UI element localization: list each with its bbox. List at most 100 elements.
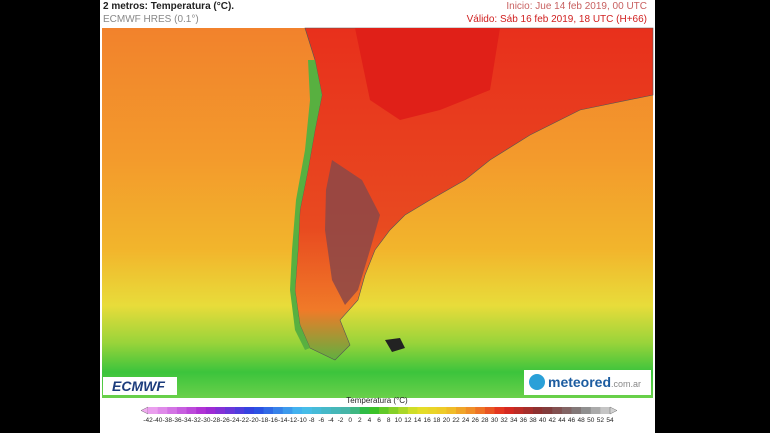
colorbar-swatch [388,407,399,414]
colorbar-swatch [292,407,303,414]
colorbar-swatch [398,407,409,414]
colorbar-swatch [456,407,466,414]
colorbar-tick-label: -16 [268,417,278,424]
colorbar-tick-label: -30 [201,417,211,424]
colorbar-tick-label: 14 [414,417,422,424]
colorbar-swatch [196,407,207,414]
colorbar-tick-label: 18 [433,417,441,424]
colorbar-tick-label: 40 [539,417,547,424]
colorbar-swatch [273,407,284,414]
meteored-suffix: .com.ar [611,379,641,389]
colorbar-swatch [561,407,572,414]
meteored-logo: meteored.com.ar [548,374,641,390]
colorbar-swatch [427,407,438,414]
colorbar-tick-label: -10 [297,417,307,424]
colorbar-swatch [157,407,168,414]
colorbar-swatch [581,407,592,414]
colorbar-swatch [148,407,158,414]
colorbar-tick-label: 30 [491,417,499,424]
colorbar-swatch [215,407,226,414]
colorbar-tick-label: -12 [288,417,298,424]
colorbar-swatch [446,407,457,414]
colorbar-tick-label: -24 [230,417,240,424]
colorbar-swatch [494,407,505,414]
colorbar-tick-label: 24 [462,417,470,424]
model: ECMWF HRES (0.1°) [103,14,199,25]
ecmwf-logo-box [103,377,177,395]
colorbar-swatch [475,407,486,414]
colorbar-swatch [330,407,341,414]
colorbar-arrow-high [609,406,618,415]
colorbar-tick-label: 10 [395,417,403,424]
colorbar-tick-label: 48 [578,417,586,424]
colorbar: -42 -40 -38 -36 -34 -32 -30 -28 -26 -24 -22 -20 -18-… [140,406,618,424]
colorbar-tick-label: 22 [452,417,460,424]
colorbar-tick-label: -8 [309,417,315,424]
colorbar-tick-label: 20 [443,417,451,424]
colorbar-swatch [571,407,582,414]
figure: 2 metros: Temperatura (°C). ECMWF HRES (… [100,0,655,433]
colorbar-tick-label: 34 [510,417,518,424]
meteored-logo-box [524,370,651,395]
colorbar-swatch [513,407,524,414]
colorbar-tick-label: 8 [387,417,391,424]
colorbar-swatch [350,407,361,414]
colorbar-tick-label: -14 [278,417,288,424]
colorbar-tick-label: -42 [143,417,153,424]
colorbar-tick-label: -20 [249,417,259,424]
colorbar-tick-label: -18 [259,417,269,424]
colorbar-swatch [340,407,351,414]
colorbar-tick-label: 16 [424,417,432,424]
colorbar-swatch [311,407,322,414]
colorbar-swatch [533,407,543,414]
colorbar-swatch [253,407,264,414]
colorbar-swatch [225,407,235,414]
colorbar-tick-label: 52 [597,417,605,424]
hot-interior [325,160,380,305]
ecmwf-logo: ECMWF [112,378,165,394]
colorbar-swatch [504,407,515,414]
title: 2 metros: Temperatura (°C). [103,1,235,12]
colorbar-tick-label: -22 [240,417,250,424]
colorbar-tick-label: 12 [404,417,412,424]
colorbar-tick-label: 54 [606,417,614,424]
colorbar-tick-label: 28 [481,417,489,424]
colorbar-tick-label: -28 [211,417,221,424]
legend-title: Temperatura (°C) [346,396,408,405]
colorbar-tick-label: -40 [153,417,163,424]
colorbar-swatch [436,407,447,414]
colorbar-tick-label: -36 [172,417,182,424]
colorbar-tick-label: 50 [587,417,595,424]
colorbar-tick-label: -4 [328,417,334,424]
meteored-icon [529,374,545,390]
colorbar-arrow-low [140,406,149,415]
colorbar-swatch [186,407,197,414]
colorbar-swatch [465,407,476,414]
andes [290,60,322,350]
south-america [294,27,654,361]
colorbar-swatch [244,407,255,414]
colorbar-tick-label: -32 [191,417,201,424]
colorbar-tick-label: -26 [220,417,230,424]
colorbar-swatch [263,407,274,414]
valid-time: Válido: Sáb 16 feb 2019, 18 UTC (H+66) [466,14,647,25]
colorbar-swatch [167,407,178,414]
colorbar-tick-label: 38 [529,417,537,424]
colorbar-swatch [542,407,553,414]
colorbar-tick-label: 26 [472,417,480,424]
colorbar-tick-label: -6 [318,417,324,424]
colorbar-tick-label: 4 [368,417,372,424]
colorbar-tick-label: 2 [358,417,362,424]
colorbar-tick-label: 32 [501,417,509,424]
colorbar-tick-label: 0 [348,417,352,424]
malvinas [385,338,405,352]
init-time: Inicio: Jue 14 feb 2019, 00 UTC [506,1,647,12]
colorbar-tick-label: -38 [163,417,173,424]
colorbar-swatch [590,407,601,414]
colorbar-swatch [176,407,187,414]
colorbar-tick-label: 6 [377,417,381,424]
hot-north [355,28,500,120]
colorbar-swatch [282,407,293,414]
colorbar-tick-label: 44 [558,417,566,424]
